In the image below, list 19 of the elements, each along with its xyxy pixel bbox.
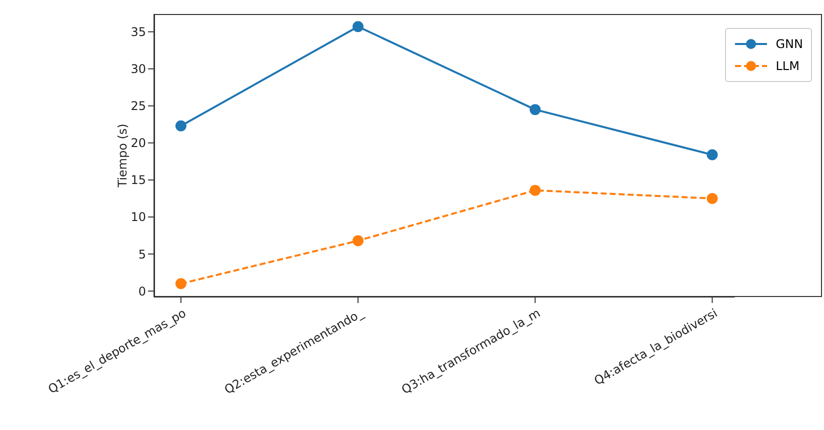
y-tick-label: 15 [130,173,146,188]
legend-label: LLM [776,59,800,73]
point [706,192,718,204]
point [706,149,718,160]
point [175,278,186,290]
y-tick-label: 10 [130,210,146,224]
y-tick-label: 0 [138,284,146,298]
y-tick-label: 20 [130,136,146,150]
y-tick-label: 5 [138,247,146,262]
point [352,235,364,246]
point [530,104,541,116]
legend-label: GNN [776,37,803,51]
y-tick-label: 35 [130,25,146,40]
point [352,21,364,32]
y-tick-label: 30 [130,62,146,76]
point [530,184,541,196]
y-axis-title: Tiempo (s) [115,124,130,188]
point [175,120,186,132]
y-tick-label: 25 [130,99,146,114]
